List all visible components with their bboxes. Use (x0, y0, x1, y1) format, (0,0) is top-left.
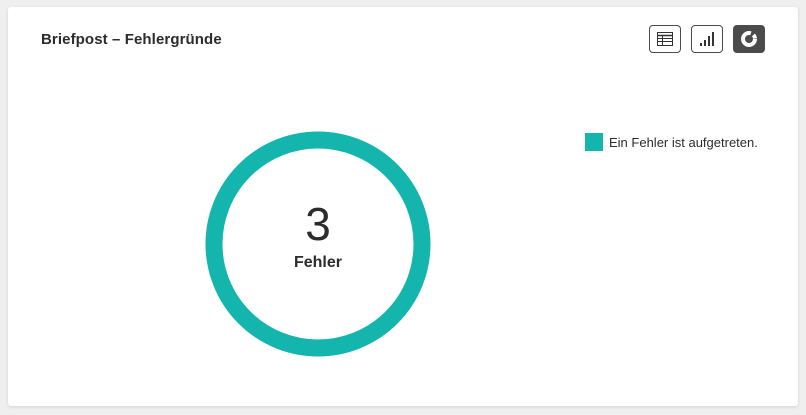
legend-label: Ein Fehler ist aufgetreten. (609, 134, 758, 150)
table-icon (657, 32, 673, 46)
bar-chart-view-button[interactable] (691, 25, 723, 53)
table-view-button[interactable] (649, 25, 681, 53)
donut-slice[interactable] (205, 131, 431, 357)
card-title: Briefpost – Fehlergründe (41, 31, 222, 48)
legend-item[interactable]: Ein Fehler ist aufgetreten. (585, 133, 758, 151)
error-reasons-card: Briefpost – Fehlergründe 3 Fehler Ein Fe… (8, 7, 798, 406)
donut-chart-icon (741, 31, 757, 47)
bar-chart-icon (700, 32, 714, 46)
donut-center-label: Fehler (293, 254, 342, 271)
donut-center-value: 3 (305, 198, 331, 250)
legend-swatch (585, 133, 603, 151)
donut-chart (205, 131, 431, 357)
donut-chart-view-button[interactable] (733, 25, 765, 53)
